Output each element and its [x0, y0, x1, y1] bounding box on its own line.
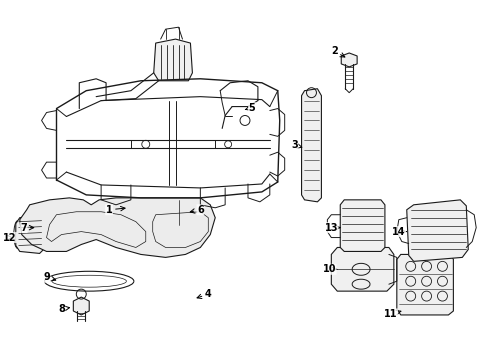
Polygon shape	[154, 39, 193, 81]
Polygon shape	[20, 198, 215, 257]
Polygon shape	[301, 89, 321, 202]
Text: 10: 10	[322, 264, 337, 274]
Text: 12: 12	[3, 233, 17, 243]
Polygon shape	[341, 53, 357, 67]
Polygon shape	[340, 200, 385, 251]
Text: 8: 8	[58, 304, 70, 314]
Text: 5: 5	[245, 103, 255, 113]
Text: 13: 13	[324, 222, 340, 233]
Polygon shape	[407, 200, 468, 261]
Text: 9: 9	[43, 272, 56, 282]
Text: 3: 3	[291, 140, 302, 150]
Text: 11: 11	[384, 309, 401, 319]
Polygon shape	[74, 297, 89, 315]
Text: 2: 2	[331, 46, 345, 57]
Polygon shape	[172, 200, 185, 225]
Text: 6: 6	[190, 205, 204, 215]
Polygon shape	[331, 247, 394, 291]
Text: 1: 1	[106, 205, 125, 215]
Text: 7: 7	[21, 222, 34, 233]
Polygon shape	[397, 255, 453, 315]
Polygon shape	[16, 215, 44, 253]
Text: 4: 4	[197, 289, 212, 299]
Text: 14: 14	[392, 226, 406, 237]
